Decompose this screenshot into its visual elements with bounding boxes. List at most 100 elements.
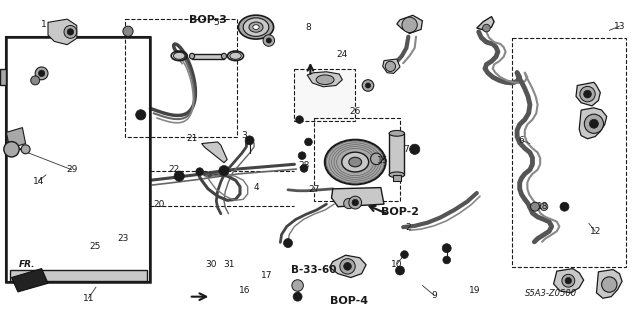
Polygon shape — [397, 15, 422, 33]
Circle shape — [410, 144, 420, 154]
Polygon shape — [12, 269, 48, 292]
Circle shape — [562, 274, 575, 287]
Ellipse shape — [349, 157, 362, 167]
Circle shape — [396, 266, 404, 275]
Text: BOP-3: BOP-3 — [189, 15, 227, 25]
Circle shape — [540, 203, 548, 211]
Circle shape — [580, 86, 595, 102]
Circle shape — [371, 153, 382, 165]
Ellipse shape — [249, 22, 263, 32]
Polygon shape — [202, 142, 227, 163]
Ellipse shape — [389, 130, 404, 136]
Polygon shape — [383, 59, 400, 73]
Text: BOP-4: BOP-4 — [330, 296, 368, 307]
Circle shape — [293, 292, 302, 301]
Text: 30: 30 — [205, 260, 217, 269]
Ellipse shape — [230, 52, 241, 59]
Ellipse shape — [253, 25, 259, 30]
Circle shape — [565, 278, 572, 284]
Text: 7: 7 — [404, 145, 409, 154]
Circle shape — [123, 26, 133, 36]
Circle shape — [35, 67, 48, 80]
Circle shape — [263, 35, 275, 46]
Polygon shape — [389, 133, 404, 175]
Polygon shape — [332, 188, 384, 207]
Polygon shape — [393, 175, 401, 181]
Circle shape — [349, 196, 362, 209]
Text: 31: 31 — [223, 260, 235, 269]
Circle shape — [362, 80, 374, 91]
Circle shape — [305, 138, 312, 146]
Circle shape — [266, 38, 271, 43]
Text: 15: 15 — [377, 156, 388, 165]
Circle shape — [296, 116, 303, 123]
Text: 8: 8 — [306, 23, 311, 32]
Circle shape — [560, 202, 569, 211]
Circle shape — [292, 280, 303, 291]
Text: 21: 21 — [186, 134, 198, 143]
Polygon shape — [307, 72, 342, 87]
Circle shape — [21, 145, 30, 154]
Bar — [125, 19, 237, 137]
Bar — [512, 38, 626, 267]
Circle shape — [483, 24, 490, 32]
Circle shape — [298, 152, 306, 160]
Text: 16: 16 — [239, 286, 250, 295]
Ellipse shape — [389, 172, 404, 178]
Bar — [10, 270, 147, 281]
Circle shape — [589, 119, 598, 128]
Text: B-33-60: B-33-60 — [291, 264, 337, 275]
Circle shape — [443, 256, 451, 264]
Text: 3: 3 — [242, 131, 247, 140]
Text: 18: 18 — [537, 202, 548, 211]
Text: 27: 27 — [308, 185, 319, 194]
Text: 29: 29 — [66, 165, 77, 174]
Ellipse shape — [325, 140, 385, 184]
Text: 20: 20 — [153, 200, 164, 209]
Text: 24: 24 — [337, 50, 348, 59]
Circle shape — [31, 76, 40, 85]
Text: 6: 6 — [519, 136, 524, 145]
Circle shape — [136, 110, 146, 120]
Circle shape — [174, 171, 184, 181]
Ellipse shape — [239, 15, 274, 39]
Circle shape — [4, 142, 19, 157]
Ellipse shape — [221, 53, 227, 59]
Polygon shape — [330, 255, 366, 278]
Text: 10: 10 — [391, 260, 403, 269]
Text: BOP-2: BOP-2 — [381, 207, 419, 217]
Polygon shape — [192, 54, 224, 59]
Text: 1: 1 — [41, 20, 46, 29]
Ellipse shape — [316, 75, 334, 85]
Bar — [6, 37, 150, 282]
Polygon shape — [477, 17, 494, 30]
Text: 5: 5 — [214, 19, 219, 27]
Polygon shape — [576, 82, 600, 106]
Circle shape — [402, 17, 417, 33]
Ellipse shape — [342, 152, 369, 172]
Polygon shape — [48, 19, 77, 45]
Bar — [6, 37, 150, 282]
Text: 25: 25 — [89, 242, 100, 251]
Text: 13: 13 — [614, 22, 625, 31]
Text: 28: 28 — [298, 161, 310, 170]
Circle shape — [64, 26, 77, 38]
Text: 11: 11 — [83, 294, 94, 303]
Text: 2: 2 — [406, 223, 411, 232]
Circle shape — [300, 165, 308, 172]
Circle shape — [196, 168, 204, 175]
Polygon shape — [579, 108, 607, 139]
Bar — [314, 118, 400, 201]
Circle shape — [344, 263, 351, 270]
Circle shape — [442, 244, 451, 253]
Circle shape — [531, 202, 540, 211]
Circle shape — [67, 29, 74, 35]
Text: FR.: FR. — [19, 260, 35, 269]
Text: S5A3-Z0500: S5A3-Z0500 — [525, 289, 577, 298]
Text: 22: 22 — [168, 165, 180, 174]
Circle shape — [584, 90, 591, 98]
Text: 12: 12 — [589, 227, 601, 236]
Circle shape — [385, 61, 396, 71]
Circle shape — [602, 277, 617, 292]
Circle shape — [584, 114, 604, 133]
